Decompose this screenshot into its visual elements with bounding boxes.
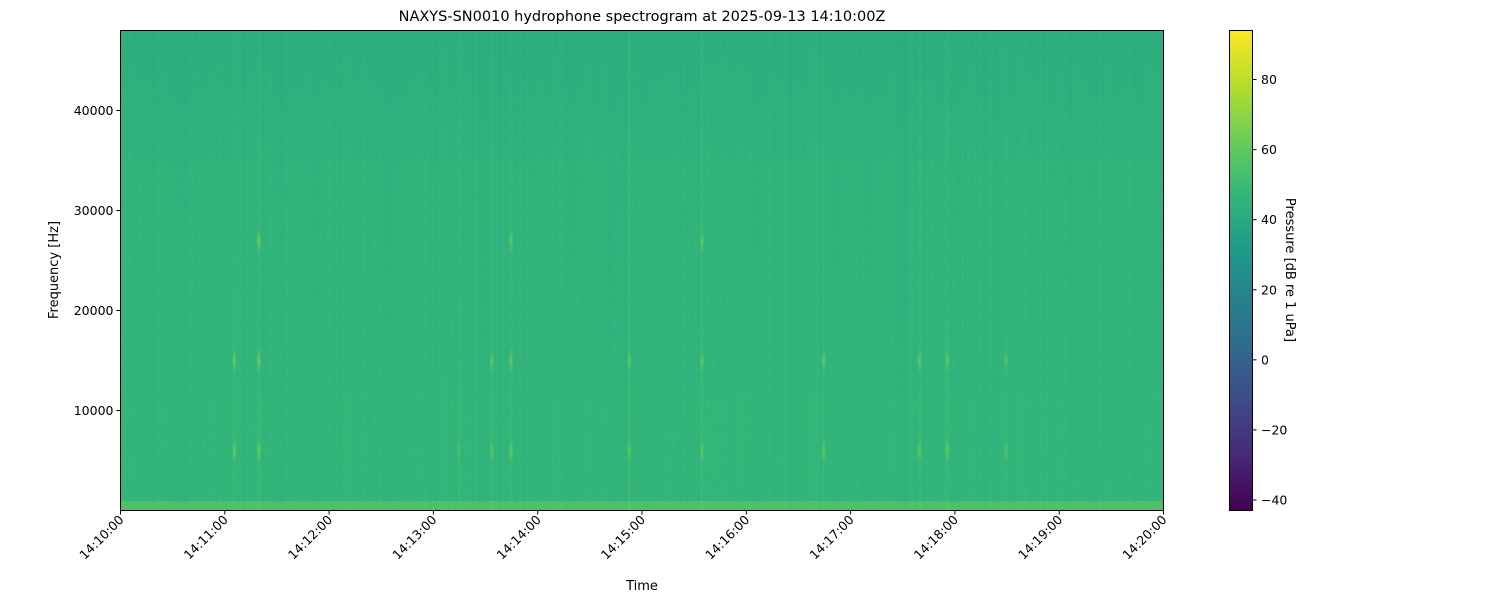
colorbar-frame [1229,30,1253,511]
x-tick-label: 14:15:00 [598,512,648,562]
x-tick-label: 14:10:00 [76,512,126,562]
x-tick-label: 14:17:00 [806,512,856,562]
x-tick-label: 14:11:00 [181,512,231,562]
y-axis-label: Frequency [Hz] [47,221,62,319]
x-tick-label: 14:19:00 [1015,512,1065,562]
colorbar-tick-label: 0 [1261,352,1269,367]
plot-frame [120,30,1164,511]
y-tick-label: 20000 [74,303,114,318]
colorbar-tick-label: 60 [1261,142,1277,157]
x-tick-label: 14:18:00 [911,512,961,562]
x-axis-label: Time [625,579,658,594]
spectrogram-heatmap [121,31,1163,510]
x-tick-label: 14:16:00 [702,512,752,562]
y-tick-label: 40000 [74,103,114,118]
colorbar-tick-label: −20 [1261,422,1287,437]
x-tick-label: 14:14:00 [494,512,544,562]
y-tick-label: 30000 [74,203,114,218]
colorbar-tick-label: 20 [1261,282,1277,297]
chart-title: NAXYS-SN0010 hydrophone spectrogram at 2… [399,9,886,25]
x-tick-label: 14:13:00 [389,512,439,562]
colorbar-label: Pressure [dB re 1 uPa] [1282,198,1297,342]
y-tick-label: 10000 [74,403,114,418]
x-tick-label: 14:20:00 [1119,512,1169,562]
colorbar-gradient [1230,31,1252,510]
colorbar-tick-label: 40 [1261,212,1277,227]
colorbar-tick-label: 80 [1261,72,1277,87]
x-tick-label: 14:12:00 [285,512,335,562]
colorbar-tick-label: −40 [1261,492,1287,507]
